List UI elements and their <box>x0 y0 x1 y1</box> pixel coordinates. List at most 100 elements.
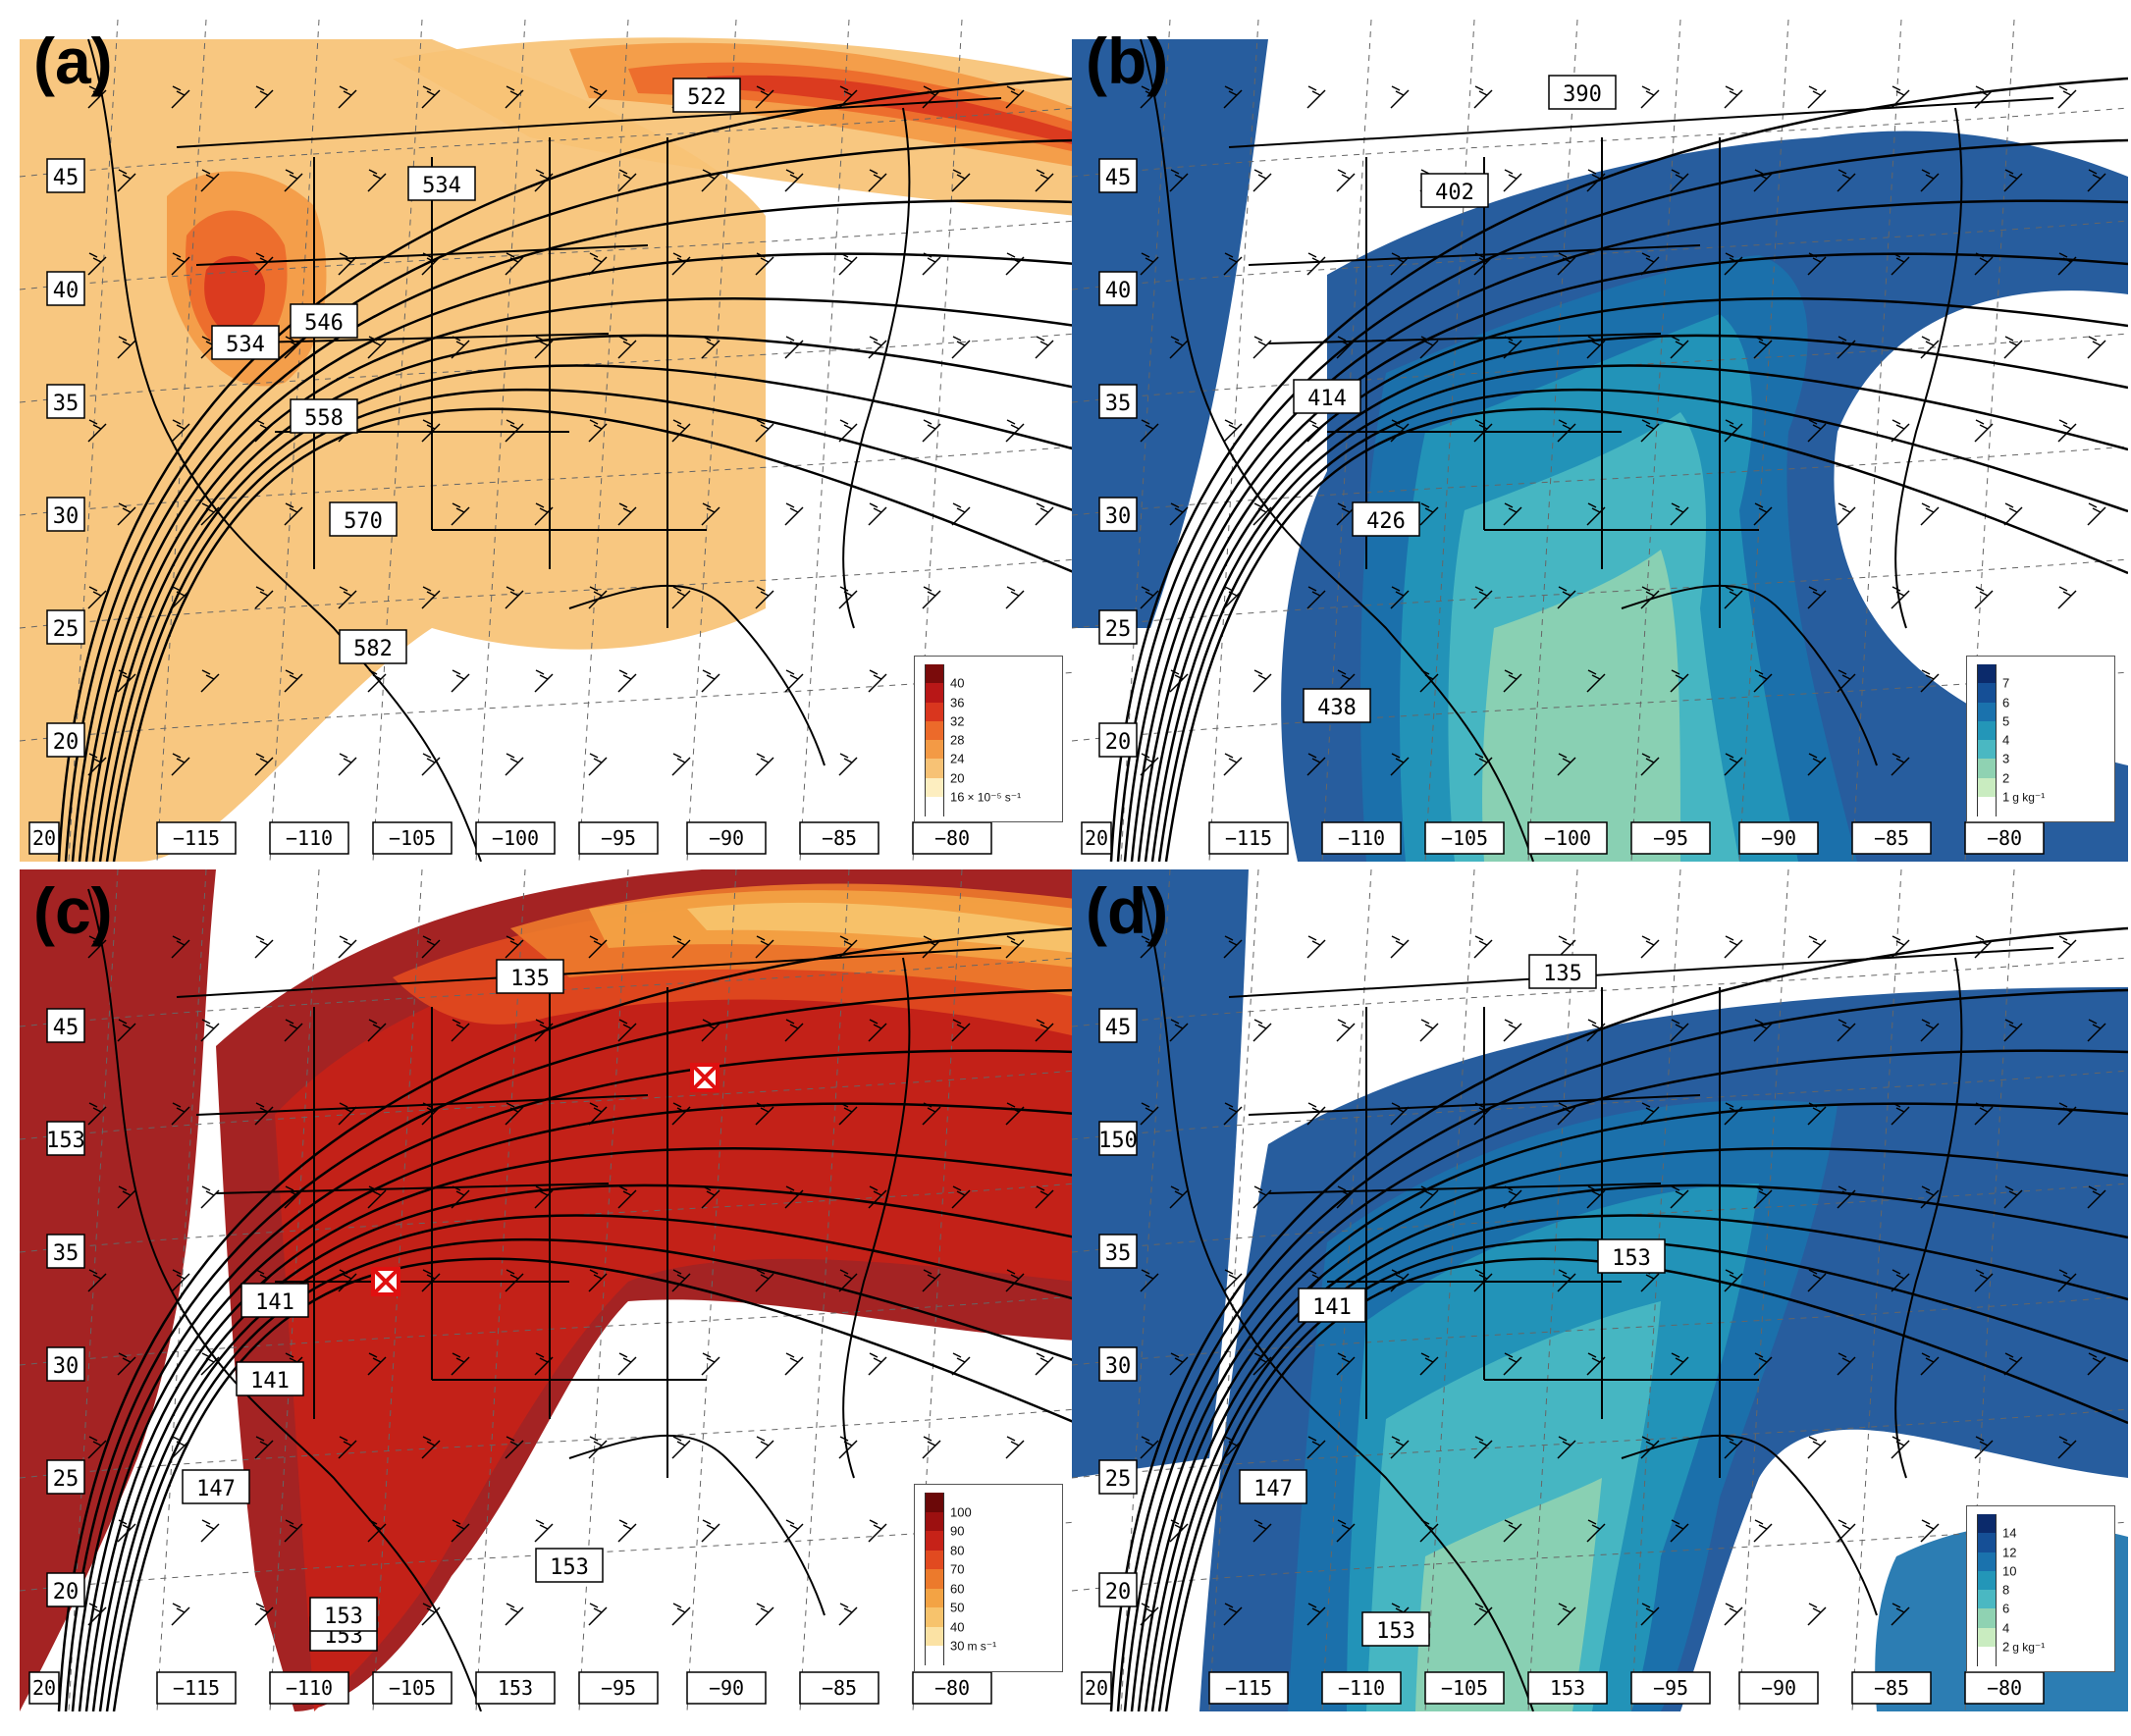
latitude-label: 20 <box>1098 722 1138 758</box>
wind-barb <box>701 1019 720 1042</box>
wind-barb <box>1837 502 1856 526</box>
wind-barb <box>1390 586 1410 609</box>
shading-layer <box>20 37 1076 862</box>
svg-text:147: 147 <box>1253 1477 1293 1501</box>
wind-barb <box>1670 1185 1689 1209</box>
wind-barb <box>1390 753 1410 776</box>
wind-barb <box>284 502 303 526</box>
wind-barb <box>87 252 107 276</box>
wind-barb <box>588 1603 608 1626</box>
svg-text:558: 558 <box>304 406 344 431</box>
colorbar-swatch <box>925 720 944 741</box>
wind-barb <box>1640 1603 1660 1626</box>
wind-barb <box>87 1436 107 1459</box>
wind-barb <box>1670 1352 1689 1376</box>
wind-barb <box>1306 1603 1326 1626</box>
wind-barb <box>1306 586 1326 609</box>
wind-barb <box>1005 419 1025 443</box>
colorbar-tick-label: 14 <box>2002 1525 2017 1541</box>
wind-barb <box>701 1352 720 1376</box>
wind-barb <box>1035 1019 1054 1042</box>
height-contours <box>57 926 1076 1711</box>
colorbar-unit: g kg⁻¹ <box>2012 1640 2046 1655</box>
wind-barb <box>1670 336 1689 359</box>
svg-text:−90: −90 <box>709 1676 744 1700</box>
wind-barb <box>838 753 858 776</box>
wind-barb <box>1640 586 1660 609</box>
svg-text:153: 153 <box>46 1129 85 1153</box>
wind-barb <box>1390 1102 1410 1126</box>
wind-barb <box>1670 1519 1689 1543</box>
svg-text:534: 534 <box>422 174 461 198</box>
shaded-region <box>687 902 1076 953</box>
wind-barb <box>1807 85 1827 109</box>
wind-barb <box>451 1019 470 1042</box>
wind-barb <box>367 169 387 192</box>
wind-barb <box>1586 669 1606 693</box>
wind-barb <box>1140 1603 1159 1626</box>
longitude-label: −110 <box>1321 821 1402 855</box>
wind-barb <box>505 753 524 776</box>
wind-barb <box>1557 1102 1576 1126</box>
wind-barb <box>367 1185 387 1209</box>
wind-barb <box>838 1603 858 1626</box>
geographic-outlines <box>1140 888 2054 1711</box>
wind-barb <box>1557 1436 1576 1459</box>
colorbar-swatch <box>1977 1570 1997 1591</box>
longitude-label: 153 <box>475 1671 556 1705</box>
wind-barb <box>87 935 107 959</box>
wind-barb <box>1920 502 1940 526</box>
colorbar-legend: 40 36 32 28 24 20 16 × 10⁻⁵ s⁻¹ <box>914 656 1063 822</box>
wind-barb <box>838 1269 858 1292</box>
wind-barb <box>1223 85 1243 109</box>
wind-barb <box>1005 935 1025 959</box>
wind-barb <box>1419 1019 1439 1042</box>
wind-barb <box>1807 419 1827 443</box>
shaded-region <box>204 255 265 332</box>
contour-label: 141 <box>236 1361 304 1396</box>
colorbar-swatch <box>1977 796 1997 816</box>
wind-barb <box>951 1352 971 1376</box>
wind-barb <box>338 1269 357 1292</box>
wind-barb <box>1974 586 1994 609</box>
wind-barb <box>1336 1352 1356 1376</box>
wind-barb <box>1223 753 1243 776</box>
wind-barb <box>1891 1436 1910 1459</box>
panel-letter: (d) <box>1086 874 1169 947</box>
wind-barb <box>868 1019 887 1042</box>
wind-barb <box>505 935 524 959</box>
wind-barb <box>1503 1185 1522 1209</box>
svg-text:−105: −105 <box>1441 826 1488 850</box>
wind-barb <box>1891 1603 1910 1626</box>
wind-barb <box>2057 419 2077 443</box>
colorbar-swatch <box>925 1588 944 1608</box>
height-contours <box>1109 926 2128 1711</box>
longitude-label: −110 <box>269 1671 349 1705</box>
wind-barb <box>1252 1519 1272 1543</box>
longitude-label: −95 <box>1630 1671 1711 1705</box>
wind-barb <box>1837 169 1856 192</box>
geographic-outlines <box>87 888 1002 1711</box>
wind-barb <box>1223 1603 1243 1626</box>
colorbar-tick-label: 5 <box>2002 713 2010 729</box>
panel-d: 45 150 35 30 25 20 20 −115 −110 −105 153 −95 −90 −85 −… <box>1072 869 2128 1711</box>
wind-barb <box>1252 669 1272 693</box>
wind-barb <box>922 935 941 959</box>
wind-barb <box>755 1269 774 1292</box>
latitude-label: 35 <box>1098 1234 1138 1269</box>
wind-barb <box>1140 1102 1159 1126</box>
svg-text:−95: −95 <box>601 1676 636 1700</box>
wind-barb <box>2087 1185 2106 1209</box>
wind-barb <box>1807 586 1827 609</box>
wind-barb <box>588 1269 608 1292</box>
wind-barb <box>1891 1102 1910 1126</box>
wind-barb <box>838 935 858 959</box>
wind-barb <box>1807 1102 1827 1126</box>
wind-barb <box>338 1102 357 1126</box>
wind-barb <box>2057 85 2077 109</box>
wind-barb <box>2003 1185 2023 1209</box>
wind-barb <box>755 1603 774 1626</box>
wind-barb <box>1640 419 1660 443</box>
wind-barb <box>1724 753 1743 776</box>
